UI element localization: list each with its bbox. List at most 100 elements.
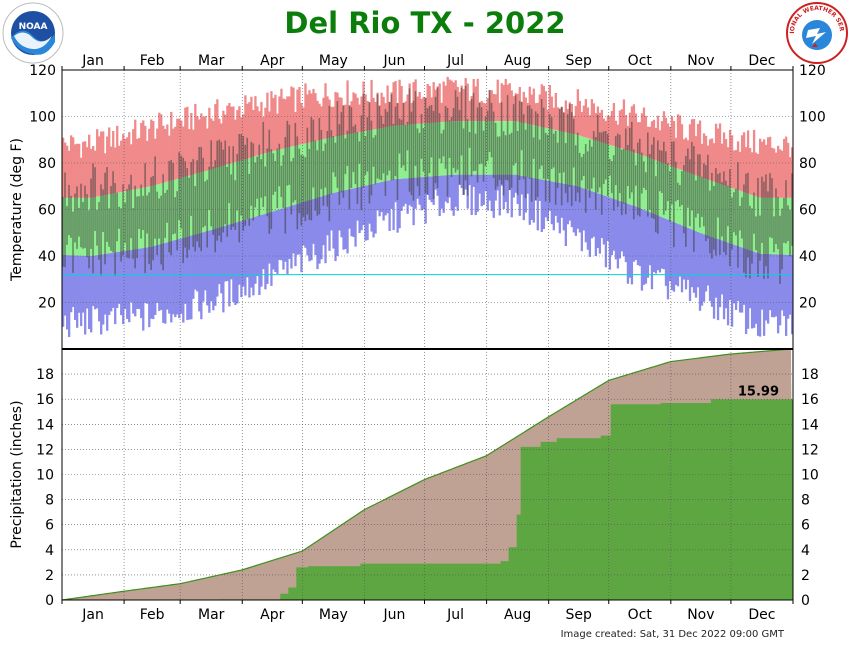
record-low-bar (112, 252, 115, 308)
record-low-bar (582, 188, 586, 231)
actual-range-bar (96, 209, 98, 246)
record-high-bar (234, 119, 237, 163)
actual-range-bar (653, 137, 655, 219)
record-low-bar (702, 234, 706, 302)
actual-range-bar (769, 173, 771, 238)
record-high-bar (782, 138, 786, 198)
record-low-bar (786, 254, 790, 319)
record-high-bar (770, 147, 774, 198)
actual-range-bar (198, 146, 200, 248)
actual-range-bar (456, 96, 459, 170)
record-high-bar (584, 99, 588, 138)
record-high-bar (270, 91, 273, 152)
record-low-bar (150, 246, 153, 319)
actual-range-bar (90, 178, 92, 249)
record-low-bar (656, 215, 660, 271)
record-low-bar (122, 251, 125, 325)
record-low-bar (752, 251, 756, 328)
record-low-bar (498, 174, 501, 216)
record-low-bar (138, 248, 141, 310)
record-low-bar (386, 180, 389, 214)
actual-range-bar (536, 113, 539, 198)
record-high-bar (516, 93, 519, 122)
record-high-bar (374, 101, 377, 130)
actual-range-bar (450, 117, 453, 177)
actual-range-bar (318, 117, 321, 215)
actual-range-bar (709, 190, 711, 254)
record-low-bar (398, 178, 401, 229)
record-high-bar (684, 137, 688, 172)
record-low-bar (666, 219, 670, 300)
record-low-bar (216, 228, 219, 297)
record-low-bar (402, 178, 405, 207)
actual-range-bar (620, 149, 623, 216)
record-high-bar (756, 153, 760, 198)
actual-range-bar (647, 132, 649, 217)
actual-range-bar (665, 151, 667, 211)
record-high-bar (90, 148, 93, 198)
record-high-bar (280, 88, 283, 150)
month-label-top: Oct (628, 53, 653, 69)
record-high-bar (394, 81, 397, 126)
record-high-bar (510, 90, 513, 122)
actual-range-bar (258, 144, 261, 217)
record-high-bar (440, 102, 443, 123)
record-low-bar (152, 246, 155, 320)
record-high-bar (198, 119, 201, 173)
record-low-bar (550, 181, 553, 225)
record-high-bar (202, 117, 205, 172)
record-high-bar (114, 147, 117, 194)
actual-range-bar (626, 145, 629, 187)
actual-range-bar (306, 127, 309, 215)
record-low-bar (370, 184, 373, 232)
record-high-bar (662, 111, 666, 164)
actual-range-bar (164, 192, 166, 238)
record-high-bar (452, 82, 455, 122)
record-low-bar (278, 209, 281, 260)
actual-range-bar (310, 117, 313, 221)
actual-range-bar (701, 176, 703, 217)
record-low-bar (322, 195, 325, 246)
actual-range-bar (166, 189, 168, 223)
record-low-bar (428, 176, 431, 200)
record-low-bar (132, 249, 135, 314)
record-low-bar (304, 201, 307, 248)
actual-range-bar (713, 185, 715, 250)
record-high-bar (654, 127, 658, 161)
record-high-bar (144, 125, 147, 188)
record-low-bar (746, 249, 750, 329)
actual-range-bar (781, 208, 783, 270)
record-low-bar (422, 176, 425, 210)
record-low-bar (708, 236, 712, 302)
precip-tick-label-right: 2 (801, 568, 810, 584)
actual-range-bar (126, 189, 128, 258)
record-low-bar (518, 175, 521, 216)
record-high-bar (252, 109, 255, 157)
actual-range-bar (112, 171, 114, 253)
actual-range-bar (510, 132, 513, 188)
month-label-top: Jun (383, 53, 406, 69)
actual-range-bar (657, 140, 659, 234)
actual-range-bar (789, 209, 791, 257)
actual-range-bar (262, 121, 265, 208)
record-low-bar (76, 255, 79, 328)
record-low-bar (172, 240, 175, 315)
record-low-bar (202, 232, 205, 302)
month-label-bottom: Mar (198, 607, 225, 623)
record-low-bar (192, 234, 195, 299)
record-high-bar (746, 130, 750, 194)
actual-range-bar (284, 137, 287, 234)
actual-range-bar (532, 137, 535, 159)
actual-range-bar (542, 107, 545, 179)
actual-range-bar (761, 176, 763, 243)
record-low-bar (166, 242, 169, 310)
record-high-bar (790, 147, 794, 198)
record-low-bar (444, 175, 447, 202)
record-low-bar (118, 251, 121, 304)
record-low-bar (256, 216, 259, 277)
record-low-bar (184, 237, 187, 304)
record-low-bar (442, 175, 445, 213)
record-low-bar (324, 195, 327, 264)
record-low-bar (274, 210, 277, 272)
record-low-bar (328, 193, 331, 251)
